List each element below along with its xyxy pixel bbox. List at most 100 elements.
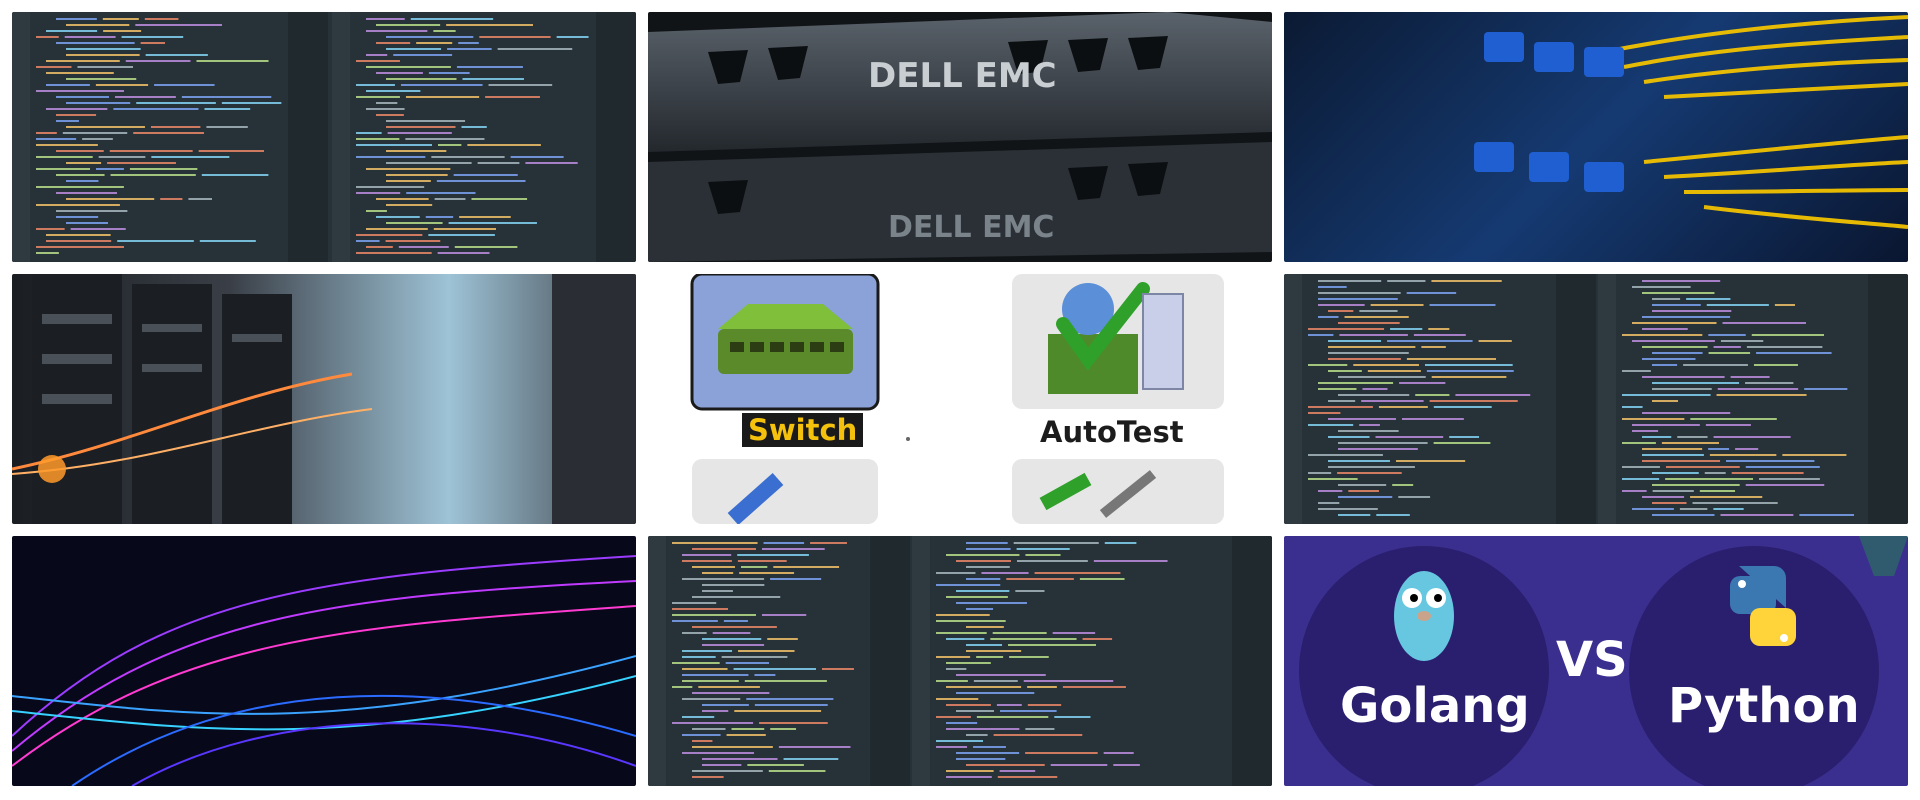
code-line <box>966 566 1010 568</box>
code-line <box>1708 448 1730 450</box>
code-line <box>936 740 984 742</box>
code-line <box>702 704 749 706</box>
code-line <box>1661 442 1719 444</box>
code-line <box>1318 292 1401 294</box>
code-line <box>66 78 137 80</box>
code-line <box>448 222 537 224</box>
code-line <box>1731 472 1804 474</box>
code-line <box>66 48 141 50</box>
code-line <box>1622 490 1647 492</box>
code-line <box>510 156 564 158</box>
code-line <box>1013 542 1099 544</box>
code-line <box>109 150 193 152</box>
code-line <box>467 144 541 146</box>
code-line <box>966 578 1001 580</box>
code-line <box>1431 376 1507 378</box>
code-line <box>1054 716 1091 718</box>
code-line <box>356 240 380 242</box>
code-line <box>82 138 113 140</box>
code-line <box>477 162 520 164</box>
code-line <box>682 578 765 580</box>
code-line <box>770 578 822 580</box>
code-line <box>966 650 1022 652</box>
code-line <box>1378 406 1428 408</box>
code-line <box>770 728 797 730</box>
code-line <box>1431 280 1502 282</box>
code-line <box>1370 304 1424 306</box>
code-line <box>1328 418 1396 420</box>
code-line <box>1665 478 1754 480</box>
code-line <box>1759 478 1820 480</box>
code-line <box>447 48 492 50</box>
code-line <box>682 632 707 634</box>
code-line <box>672 620 718 622</box>
code-line <box>1720 514 1794 516</box>
code-line <box>376 24 441 26</box>
code-line <box>1052 632 1096 634</box>
code-line <box>56 120 79 122</box>
code-line <box>1622 466 1660 468</box>
code-line <box>1652 502 1687 504</box>
code-line <box>497 48 573 50</box>
code-line <box>366 30 428 32</box>
code-line <box>1395 460 1466 462</box>
code-line <box>692 566 735 568</box>
code-line <box>946 596 1008 598</box>
code-line <box>1328 310 1354 312</box>
code-line <box>692 626 777 628</box>
code-line <box>946 704 991 706</box>
code-line <box>66 222 109 224</box>
code-line <box>821 668 854 670</box>
code-line <box>428 234 495 236</box>
code-line <box>1338 430 1399 432</box>
code-line <box>702 644 765 646</box>
code-line <box>366 90 421 92</box>
code-line <box>1433 406 1492 408</box>
code-line <box>747 764 804 766</box>
code-line <box>1799 514 1855 516</box>
code-line <box>725 662 770 664</box>
code-line <box>1376 514 1410 516</box>
code-line <box>56 210 128 212</box>
code-line <box>946 668 967 670</box>
code-line <box>454 246 518 248</box>
code-line <box>1009 656 1049 658</box>
code-line <box>1399 382 1446 384</box>
code-line <box>356 156 426 158</box>
code-line <box>1025 752 1098 754</box>
code-line <box>1344 316 1409 318</box>
code-line <box>1642 316 1731 318</box>
code-line <box>738 650 795 652</box>
code-line <box>386 180 431 182</box>
fiber-illustration <box>1474 15 1908 229</box>
code-line <box>366 228 428 230</box>
code-line <box>462 78 524 80</box>
code-line <box>1337 472 1402 474</box>
code-line <box>77 66 133 68</box>
code-line <box>1318 286 1347 288</box>
code-line <box>356 84 395 86</box>
code-line <box>1308 412 1341 414</box>
code-line <box>221 102 282 104</box>
code-editor-lines-2 <box>1284 274 1908 524</box>
code-line <box>387 132 452 134</box>
code-line <box>66 54 140 56</box>
code-line <box>1713 436 1791 438</box>
code-line <box>36 156 93 158</box>
code-line <box>1699 490 1736 492</box>
code-line <box>946 686 1022 688</box>
code-line <box>702 710 729 712</box>
code-line <box>746 698 834 700</box>
code-line <box>66 198 155 200</box>
code-line <box>1025 728 1055 730</box>
code-line <box>1713 346 1741 348</box>
code-line <box>150 126 201 128</box>
code-line <box>1632 424 1700 426</box>
code-line <box>733 668 816 670</box>
code-line <box>1318 316 1339 318</box>
code-line <box>386 204 433 206</box>
code-line <box>46 108 108 110</box>
code-line <box>1398 496 1431 498</box>
code-line <box>1652 388 1712 390</box>
code-line <box>406 192 476 194</box>
